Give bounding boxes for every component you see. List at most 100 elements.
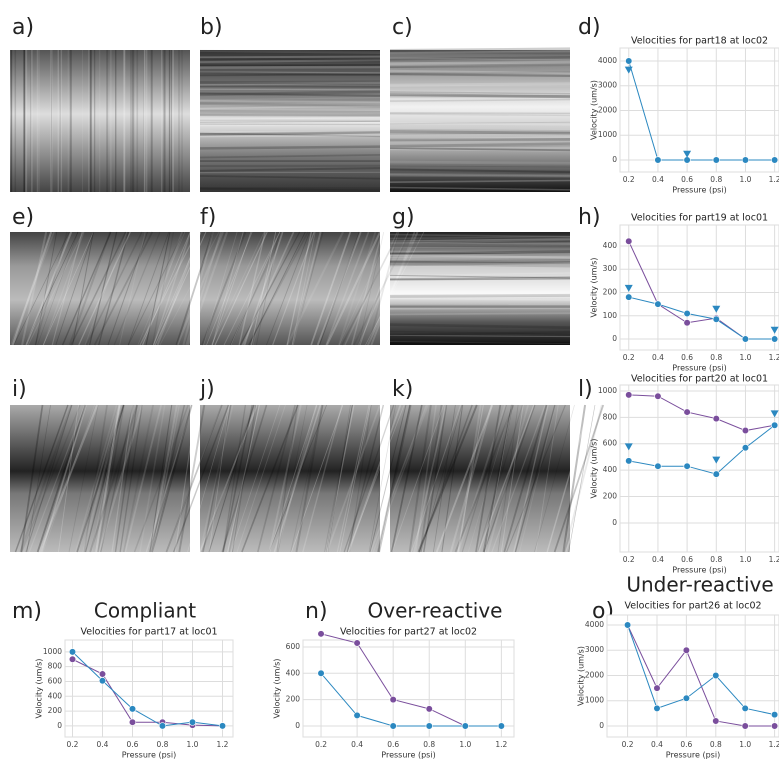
panel-label: m): [12, 599, 42, 624]
marker: [712, 156, 720, 164]
marker: [68, 655, 77, 663]
texture: [210, 231, 265, 346]
texture: [389, 330, 571, 337]
texture: [326, 231, 382, 346]
texture: [84, 231, 128, 346]
y-tick-label: 4000: [585, 620, 604, 629]
texture: [389, 138, 571, 142]
marker: [683, 309, 691, 318]
kymograph: [10, 50, 190, 192]
texture: [199, 88, 381, 91]
texture: [243, 231, 284, 346]
texture: [441, 404, 464, 553]
marker: [624, 66, 633, 74]
marker: [98, 670, 107, 678]
texture: [513, 404, 549, 553]
texture: [149, 404, 173, 553]
texture: [199, 71, 381, 74]
texture: [389, 261, 571, 268]
texture: [141, 231, 184, 346]
y-tick-label: 2000: [598, 105, 617, 114]
texture: [100, 404, 134, 553]
texture: [325, 404, 355, 553]
texture: [268, 404, 302, 553]
texture: [11, 231, 53, 346]
texture: [389, 50, 571, 55]
texture: [389, 242, 571, 246]
texture: [61, 231, 112, 346]
texture: [546, 404, 591, 553]
texture: [389, 257, 571, 263]
y-tick-label: 1000: [43, 647, 62, 656]
texture: [389, 186, 571, 191]
texture: [324, 404, 354, 553]
texture: [186, 231, 229, 346]
texture: [389, 50, 571, 55]
texture: [389, 341, 571, 345]
texture: [389, 91, 571, 95]
x-tick-label: 0.6: [127, 740, 139, 749]
texture: [151, 231, 175, 346]
panel-label: f): [200, 205, 216, 230]
texture: [199, 64, 381, 67]
chart: Compliant Velocities for part17 at loc01 0…: [35, 599, 234, 760]
marker: [741, 722, 749, 730]
texture: [389, 236, 571, 240]
texture: [239, 231, 301, 346]
texture: [553, 404, 605, 553]
texture: [231, 404, 257, 553]
texture: [208, 404, 230, 553]
texture: [326, 404, 381, 553]
marker: [741, 444, 750, 452]
texture: [199, 134, 381, 138]
texture: [10, 231, 55, 346]
texture: [55, 231, 95, 346]
texture: [389, 334, 571, 338]
texture: [199, 404, 258, 553]
texture: [175, 231, 214, 346]
texture: [433, 404, 456, 553]
chart: Under-reactive Velocities for part26 at l…: [577, 573, 779, 760]
texture: [369, 404, 407, 553]
texture: [389, 147, 571, 152]
texture: [389, 172, 571, 177]
x-tick-label: 1.2: [769, 353, 779, 362]
marker: [712, 305, 721, 313]
plot-area: [302, 639, 515, 738]
marker: [682, 646, 690, 654]
marker: [158, 722, 167, 730]
texture: [389, 259, 571, 264]
marker: [770, 410, 779, 418]
x-tick-label: 0.8: [710, 740, 722, 749]
texture: [415, 404, 437, 553]
texture: [378, 404, 412, 553]
kymograph: [390, 50, 570, 192]
texture: [211, 231, 252, 346]
series-line: [627, 624, 775, 727]
chart: Velocities for part20 at loc01 0 200 400 600…: [590, 374, 779, 575]
marker: [623, 621, 632, 629]
texture: [365, 231, 425, 346]
texture: [248, 231, 306, 346]
texture: [113, 231, 161, 346]
texture: [435, 404, 494, 553]
texture: [477, 404, 535, 553]
texture: [454, 404, 515, 553]
x-tick-label: 1.0: [739, 175, 751, 184]
panel-label: e): [12, 205, 34, 230]
texture: [389, 142, 571, 148]
texture: [290, 404, 324, 553]
marker: [68, 648, 77, 656]
texture: [389, 136, 571, 141]
texture: [277, 404, 308, 553]
texture: [408, 404, 432, 553]
texture: [76, 404, 125, 553]
texture: [230, 404, 281, 553]
texture: [389, 113, 571, 117]
texture: [154, 231, 207, 346]
marker: [770, 722, 779, 730]
y-axis-label: Velocity (um/s): [590, 439, 599, 499]
texture: [347, 404, 402, 553]
x-tick-label: 0.8: [710, 353, 722, 362]
marker: [741, 426, 750, 435]
